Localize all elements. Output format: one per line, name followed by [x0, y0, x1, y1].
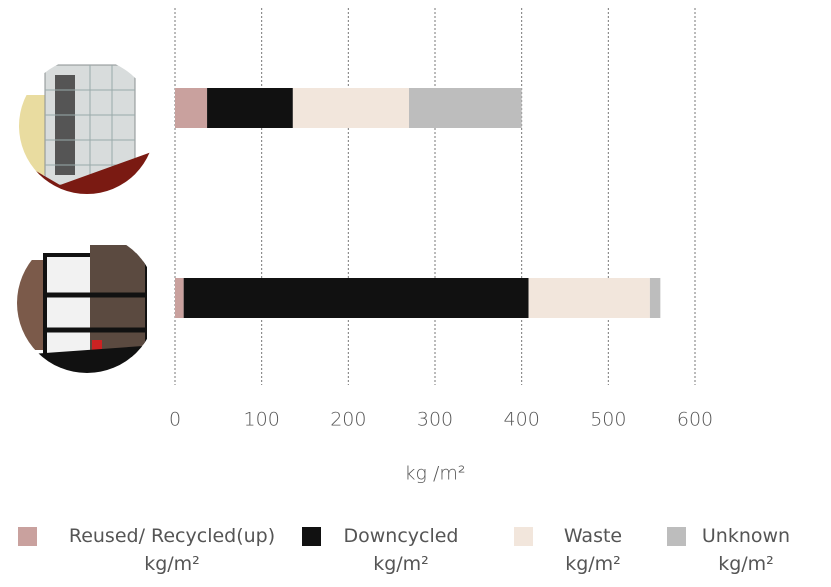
building-image: [17, 233, 157, 373]
bar-segment: [175, 278, 184, 318]
legend-label: Unknown kg/m²: [701, 525, 791, 575]
legend-item: Downcycled kg/m²: [302, 522, 471, 578]
bar-segment: [409, 88, 522, 128]
bar-segment: [649, 278, 661, 318]
legend-label: Reused/ Recycled(up) kg/m²: [68, 525, 276, 575]
legend-item: Waste kg/m²: [514, 522, 643, 578]
legend-swatch: [18, 527, 37, 546]
legend: Reused/ Recycled(up) kg/m² Downcycled kg/…: [0, 522, 831, 587]
x-tick-label: 400: [504, 409, 540, 431]
bar-segment: [207, 88, 293, 128]
legend-swatch: [514, 527, 533, 546]
chart: 0 100 200 300 400 500 600 kg /m²: [17, 8, 713, 485]
x-tick-label: 600: [677, 409, 713, 431]
building-image: [19, 58, 155, 194]
legend-swatch: [667, 527, 686, 546]
x-tick-label: 0: [169, 409, 181, 431]
legend-label: Waste kg/m²: [563, 525, 623, 575]
x-tick-label: 500: [590, 409, 626, 431]
x-tick-label: 200: [330, 409, 366, 431]
legend-item: Reused/ Recycled(up) kg/m²: [18, 522, 297, 578]
bar-segment: [292, 88, 409, 128]
bar-segment: [528, 278, 650, 318]
x-axis-label: kg /m²: [405, 463, 466, 485]
legend-swatch: [302, 527, 321, 546]
x-tick-label: 300: [417, 409, 453, 431]
x-tick-label: 100: [244, 409, 280, 431]
bar-segment: [183, 278, 529, 318]
bar-segment: [175, 88, 208, 128]
legend-label: Downcycled kg/m²: [343, 525, 459, 575]
legend-item: Unknown kg/m²: [667, 522, 796, 578]
